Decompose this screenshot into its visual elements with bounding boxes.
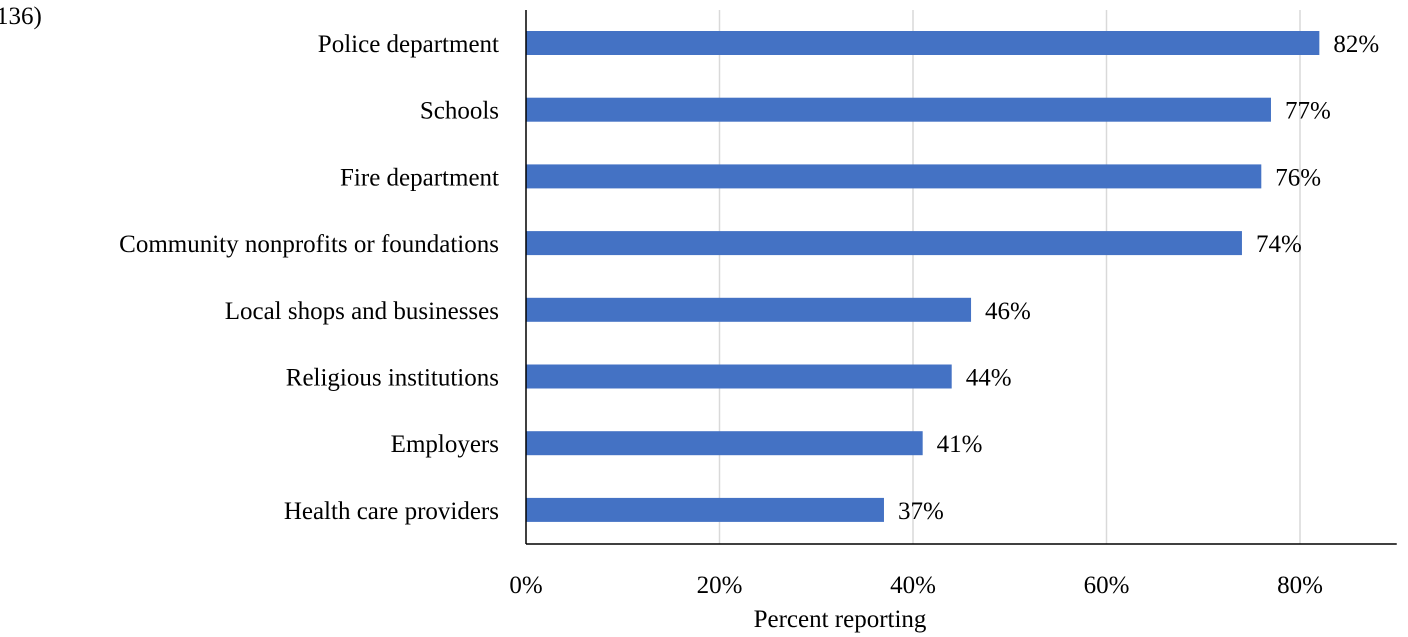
category-label: Fire department xyxy=(340,164,499,191)
header-fragment: 136) xyxy=(0,3,42,30)
bar xyxy=(526,31,1320,55)
x-tick-label: 0% xyxy=(509,572,542,599)
axes xyxy=(525,10,1397,545)
category-label: Religious institutions xyxy=(286,365,499,392)
category-label: Schools xyxy=(420,98,499,125)
data-label: 41% xyxy=(937,431,983,458)
labels: 0% 20% 40% 60% 80% Police department 82% School… xyxy=(119,31,1379,599)
x-tick-label: 40% xyxy=(890,572,936,599)
grid-lines xyxy=(718,10,1301,544)
data-label: 76% xyxy=(1275,164,1321,191)
data-label: 44% xyxy=(966,365,1012,392)
category-label: Employers xyxy=(391,431,499,458)
data-label: 77% xyxy=(1285,98,1331,125)
bar xyxy=(526,297,972,322)
bar xyxy=(526,364,952,389)
category-label: Health care providers xyxy=(284,498,499,525)
bars xyxy=(526,31,1320,522)
bar xyxy=(526,497,884,522)
x-axis-title: Percent reporting xyxy=(754,606,927,633)
x-tick-label: 20% xyxy=(697,572,743,599)
x-tick-label: 80% xyxy=(1277,572,1323,599)
category-label: Community nonprofits or foundations xyxy=(119,231,499,258)
category-label: Police department xyxy=(318,31,499,58)
bar xyxy=(526,164,1262,189)
category-label: Local shops and businesses xyxy=(225,298,499,325)
data-label: 82% xyxy=(1333,31,1379,58)
data-label: 37% xyxy=(898,498,944,525)
bar xyxy=(526,97,1271,122)
data-label: 74% xyxy=(1256,231,1302,258)
data-label: 46% xyxy=(985,298,1031,325)
bar xyxy=(526,431,923,456)
bar xyxy=(526,231,1242,256)
x-tick-label: 60% xyxy=(1084,572,1130,599)
